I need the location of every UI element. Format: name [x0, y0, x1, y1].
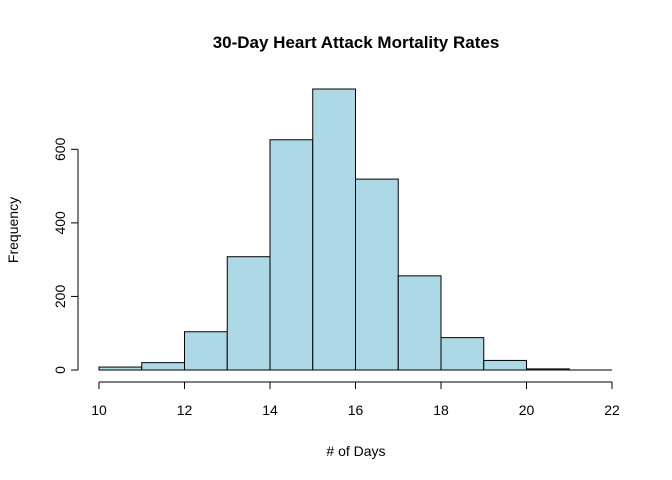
x-axis: 10 12 14 16 18 20 22: [91, 381, 620, 418]
x-axis-label: # of Days: [326, 443, 385, 459]
histogram-bar-8: [440, 337, 485, 371]
y-tick-label-1: 200: [52, 285, 68, 309]
chart-title: 30-Day Heart Attack Mortality Rates: [213, 33, 500, 52]
x-tick-label-3: 16: [348, 402, 364, 418]
histogram-bar-5: [312, 88, 356, 371]
x-tick-label-4: 18: [433, 402, 449, 418]
x-tick-label-0: 10: [91, 402, 107, 418]
y-axis-label: Frequency: [5, 197, 21, 263]
bars-group: [98, 88, 612, 371]
histogram-bar-9: [483, 359, 527, 371]
y-tick-label-3: 600: [52, 137, 68, 161]
histogram-bar-4: [269, 139, 314, 371]
histogram-bar-2: [184, 331, 228, 371]
histogram-bar-10: [526, 368, 570, 371]
histogram-bar-7: [397, 275, 442, 371]
histogram-bar-6: [355, 178, 399, 371]
x-tick-label-6: 22: [604, 402, 620, 418]
histogram-bar-1: [141, 362, 185, 371]
y-tick-label-0: 0: [52, 366, 68, 374]
histogram-bar-0: [98, 366, 143, 371]
x-tick-label-5: 20: [519, 402, 535, 418]
x-tick-label-1: 12: [177, 402, 193, 418]
y-axis: 0 200 400 600: [52, 137, 79, 374]
x-tick-label-2: 14: [262, 402, 278, 418]
histogram-bar-3: [226, 256, 271, 371]
y-tick-label-2: 400: [52, 211, 68, 235]
